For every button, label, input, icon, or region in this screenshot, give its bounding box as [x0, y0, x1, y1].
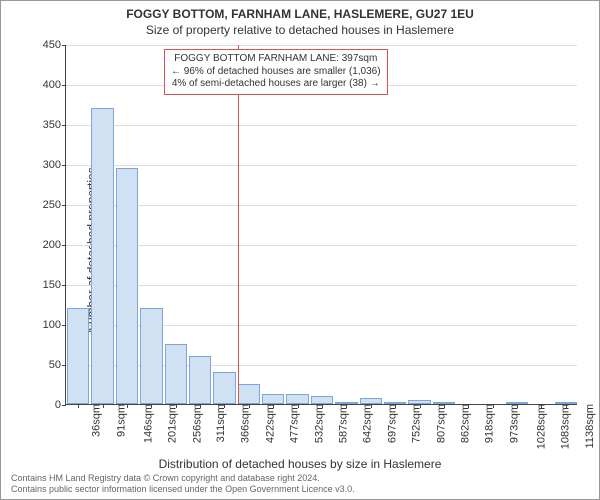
x-tick-label: 36sqm	[87, 404, 103, 437]
y-tick-label: 150	[43, 279, 66, 291]
histogram-bar	[506, 402, 528, 404]
x-tick-mark	[273, 404, 274, 408]
x-tick-mark	[566, 404, 567, 408]
x-tick-label: 91sqm	[111, 404, 127, 437]
x-tick-mark	[420, 404, 421, 408]
x-tick-mark	[224, 404, 225, 408]
marker-line	[238, 45, 239, 404]
x-tick-mark	[322, 404, 323, 408]
y-tick-label: 100	[43, 319, 66, 331]
x-tick-label: 146sqm	[139, 404, 155, 443]
histogram-bar	[116, 168, 138, 404]
y-tick-label: 200	[43, 239, 66, 251]
x-tick-label: 697sqm	[382, 404, 398, 443]
x-tick-label: 807sqm	[431, 404, 447, 443]
histogram-bar	[335, 402, 357, 404]
y-tick-label: 400	[43, 79, 66, 91]
y-tick-label: 300	[43, 159, 66, 171]
footer-line-1: Contains HM Land Registry data © Crown c…	[11, 473, 589, 484]
x-tick-label: 256sqm	[187, 404, 203, 443]
x-tick-mark	[395, 404, 396, 408]
histogram-bar	[408, 400, 430, 404]
x-tick-mark	[541, 404, 542, 408]
histogram-bar	[262, 394, 284, 404]
histogram-bar	[555, 402, 577, 404]
x-tick-mark	[468, 404, 469, 408]
x-tick-mark	[176, 404, 177, 408]
gridline	[66, 45, 577, 46]
y-tick-label: 50	[49, 359, 66, 371]
chart-container: FOGGY BOTTOM, FARNHAM LANE, HASLEMERE, G…	[0, 0, 600, 500]
gridline	[66, 125, 577, 126]
x-tick-mark	[444, 404, 445, 408]
x-tick-label: 752sqm	[407, 404, 423, 443]
histogram-bar	[433, 402, 455, 404]
chart-subtitle: Size of property relative to detached ho…	[1, 23, 599, 37]
y-tick-label: 0	[55, 399, 66, 411]
x-tick-label: 973sqm	[504, 404, 520, 443]
x-tick-mark	[493, 404, 494, 408]
x-tick-mark	[249, 404, 250, 408]
x-tick-label: 422sqm	[260, 404, 276, 443]
gridline	[66, 205, 577, 206]
histogram-bar	[165, 344, 187, 404]
x-tick-label: 311sqm	[211, 404, 227, 442]
x-tick-mark	[517, 404, 518, 408]
x-tick-label: 201sqm	[163, 404, 179, 443]
x-tick-mark	[78, 404, 79, 408]
gridline	[66, 165, 577, 166]
histogram-bar	[384, 402, 406, 404]
x-tick-mark	[151, 404, 152, 408]
footer-attribution: Contains HM Land Registry data © Crown c…	[11, 473, 589, 495]
histogram-bar	[311, 396, 333, 404]
x-tick-mark	[103, 404, 104, 408]
gridline	[66, 285, 577, 286]
gridline	[66, 245, 577, 246]
x-tick-mark	[127, 404, 128, 408]
x-tick-label: 477sqm	[285, 404, 301, 443]
annotation-line: ← 96% of detached houses are smaller (1,…	[171, 66, 381, 79]
footer-line-2: Contains public sector information licen…	[11, 484, 589, 495]
annotation-line: 4% of semi-detached houses are larger (3…	[171, 78, 381, 91]
x-axis-label: Distribution of detached houses by size …	[1, 457, 599, 471]
x-tick-label: 587sqm	[334, 404, 350, 443]
x-tick-label: 1028sqm	[532, 404, 548, 449]
plot-area: 05010015020025030035040045036sqm91sqm146…	[65, 45, 577, 405]
x-tick-label: 642sqm	[358, 404, 374, 443]
x-tick-mark	[298, 404, 299, 408]
histogram-bar	[286, 394, 308, 404]
histogram-bar	[91, 108, 113, 404]
y-tick-label: 450	[43, 39, 66, 51]
x-tick-mark	[371, 404, 372, 408]
histogram-bar	[140, 308, 162, 404]
x-tick-mark	[200, 404, 201, 408]
histogram-bar	[238, 384, 260, 404]
x-tick-label: 862sqm	[455, 404, 471, 443]
y-tick-label: 350	[43, 119, 66, 131]
histogram-bar	[213, 372, 235, 404]
chart-title: FOGGY BOTTOM, FARNHAM LANE, HASLEMERE, G…	[1, 7, 599, 21]
annotation-box: FOGGY BOTTOM FARNHAM LANE: 397sqm← 96% o…	[164, 49, 388, 95]
x-tick-label: 366sqm	[236, 404, 252, 443]
y-tick-label: 250	[43, 199, 66, 211]
histogram-bar	[67, 308, 89, 404]
x-tick-label: 1083sqm	[556, 404, 572, 449]
x-tick-label: 918sqm	[480, 404, 496, 443]
x-tick-label: 1138sqm	[580, 404, 596, 448]
x-tick-mark	[346, 404, 347, 408]
x-tick-label: 532sqm	[309, 404, 325, 443]
histogram-bar	[189, 356, 211, 404]
annotation-line: FOGGY BOTTOM FARNHAM LANE: 397sqm	[171, 53, 381, 66]
histogram-bar	[360, 398, 382, 404]
